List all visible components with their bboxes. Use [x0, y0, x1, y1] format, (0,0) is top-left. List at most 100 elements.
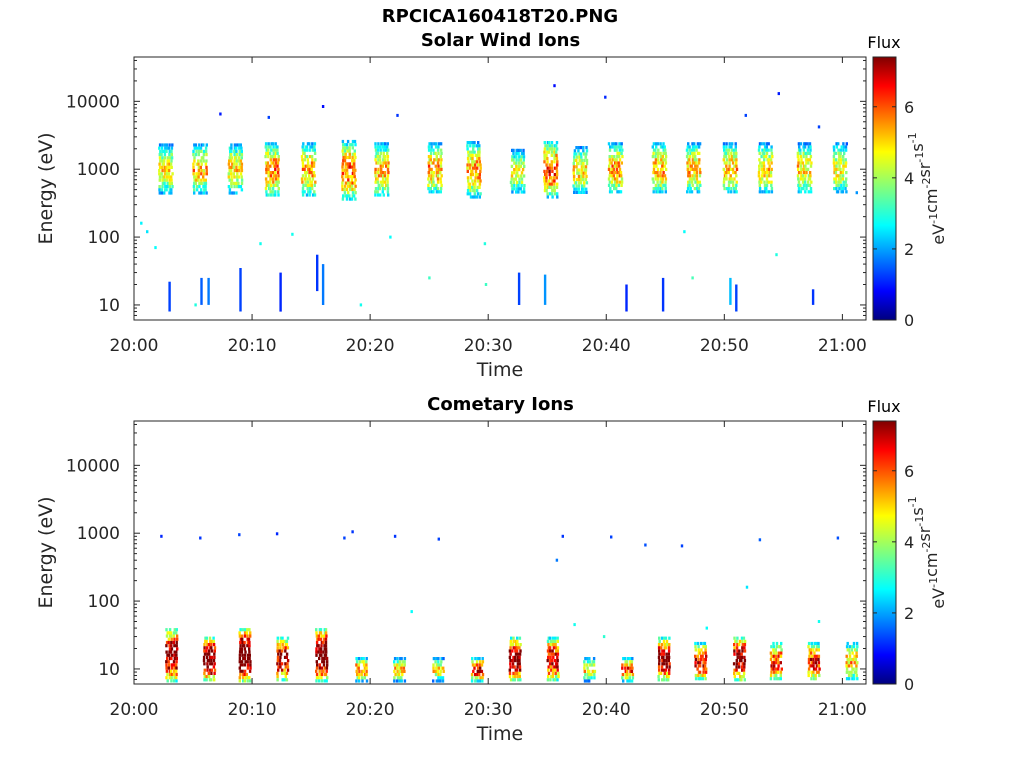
- ion-burst: [548, 144, 552, 148]
- ion-burst: [728, 167, 731, 171]
- ion-column: [512, 636, 515, 640]
- ion-burst: [654, 161, 657, 165]
- ion-column: [814, 661, 818, 665]
- ion-burst: [374, 187, 378, 191]
- ion-burst: [615, 158, 618, 162]
- ion-burst: [840, 183, 843, 187]
- ion-burst: [202, 159, 205, 163]
- ion-column: [283, 671, 286, 675]
- ion-column: [403, 669, 406, 673]
- data-point: [396, 113, 399, 117]
- ion-burst: [341, 175, 344, 179]
- ion-burst: [350, 178, 354, 182]
- ion-burst: [436, 148, 440, 152]
- ion-burst: [698, 174, 702, 178]
- ion-burst: [277, 155, 280, 159]
- ion-column: [173, 653, 176, 657]
- ion-column: [701, 654, 704, 658]
- ion-column: [694, 641, 697, 646]
- ion-burst: [202, 185, 205, 189]
- ion-burst: [165, 146, 169, 150]
- ion-column: [588, 663, 592, 667]
- ion-column: [432, 669, 435, 673]
- ion-burst: [230, 165, 233, 169]
- ion-burst: [311, 187, 314, 191]
- ion-column: [240, 634, 244, 638]
- ion-burst: [548, 141, 551, 145]
- ion-burst: [763, 190, 767, 194]
- ion-column: [209, 639, 212, 643]
- ion-column: [624, 666, 627, 670]
- colorbar-tick-label: 6: [904, 98, 914, 117]
- low-energy-streak: [811, 289, 815, 305]
- ion-burst: [264, 187, 268, 191]
- ion-column: [362, 669, 365, 673]
- ion-burst: [584, 171, 587, 175]
- ion-burst: [658, 190, 662, 194]
- ion-burst: [762, 155, 766, 159]
- ion-burst: [521, 168, 525, 172]
- ion-column: [694, 657, 698, 662]
- ion-burst: [341, 184, 344, 188]
- ion-column: [699, 677, 702, 681]
- ion-column: [439, 679, 442, 683]
- ion-burst: [841, 158, 845, 162]
- ion-burst: [799, 151, 802, 155]
- ion-burst: [377, 193, 380, 197]
- ion-column: [736, 671, 739, 675]
- ion-burst: [303, 158, 306, 162]
- ion-burst: [354, 184, 357, 188]
- ion-burst: [346, 194, 349, 198]
- ion-burst: [379, 164, 382, 168]
- ion-burst: [801, 180, 805, 184]
- data-point: [855, 191, 858, 195]
- ion-column: [696, 641, 700, 646]
- ion-burst: [273, 155, 277, 159]
- ion-column: [659, 671, 663, 675]
- ion-burst: [657, 161, 660, 165]
- ion-burst: [734, 142, 737, 146]
- ion-burst: [168, 188, 172, 192]
- ion-burst: [228, 159, 231, 163]
- ion-burst: [725, 164, 728, 168]
- ion-burst: [309, 145, 312, 149]
- ion-column: [166, 656, 169, 661]
- ion-column: [208, 678, 212, 682]
- ion-column: [777, 651, 781, 655]
- ion-burst: [381, 190, 384, 194]
- ion-column: [516, 652, 519, 656]
- ion-column: [246, 660, 249, 664]
- ion-column: [741, 662, 744, 666]
- ion-burst: [770, 145, 773, 149]
- ion-burst: [735, 183, 738, 187]
- ion-burst: [578, 178, 581, 182]
- ion-burst: [618, 190, 621, 194]
- ion-burst: [427, 161, 430, 165]
- ion-burst: [200, 149, 203, 153]
- ion-burst: [619, 190, 623, 194]
- ion-burst: [579, 181, 583, 185]
- ion-column: [322, 663, 326, 667]
- ion-burst: [555, 169, 559, 173]
- ion-column: [662, 659, 666, 663]
- ion-burst: [467, 153, 470, 157]
- ion-burst: [269, 193, 273, 197]
- ion-column: [285, 639, 289, 643]
- ion-column: [175, 666, 178, 670]
- ion-burst: [608, 164, 611, 168]
- ion-burst: [348, 146, 351, 150]
- ion-column: [735, 646, 739, 650]
- ion-column: [165, 650, 168, 654]
- ion-column: [704, 661, 707, 665]
- ion-burst: [838, 187, 841, 191]
- ion-burst: [763, 158, 766, 162]
- ion-column: [246, 666, 250, 670]
- ion-column: [662, 639, 666, 643]
- ion-column: [694, 664, 697, 668]
- ion-burst: [237, 175, 241, 179]
- ion-column: [696, 667, 699, 671]
- ion-burst: [543, 179, 546, 183]
- ion-burst: [845, 177, 848, 181]
- ion-column: [365, 666, 368, 670]
- ion-burst: [265, 167, 268, 171]
